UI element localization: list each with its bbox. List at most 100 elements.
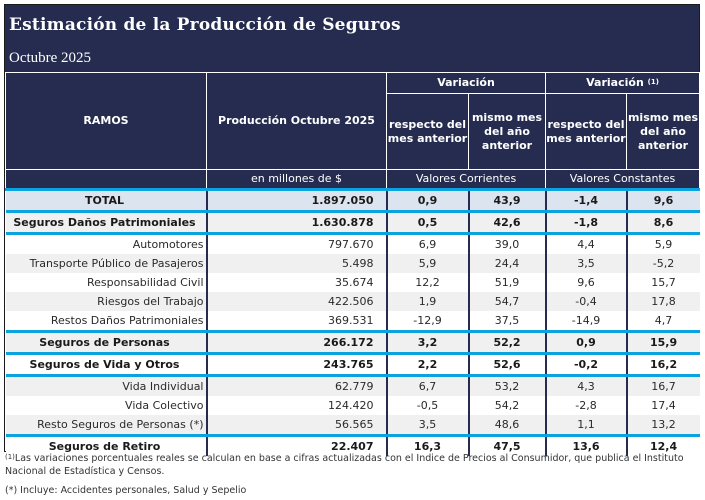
const-mes-value: -1,8 bbox=[544, 211, 628, 235]
corr-mes-value: 5,9 bbox=[385, 254, 470, 273]
produccion-value: 22.407 bbox=[205, 435, 388, 456]
produccion-value: 243.765 bbox=[205, 353, 388, 377]
const-anio-value: 13,2 bbox=[625, 415, 700, 437]
corr-anio-value: 42,6 bbox=[467, 211, 547, 235]
corr-anio-value: 47,5 bbox=[467, 435, 547, 456]
col-header-const-anio-anterior: mismo mes del año anterior bbox=[626, 93, 701, 170]
produccion-value: 369.531 bbox=[205, 311, 388, 332]
const-anio-value: 16,2 bbox=[625, 353, 700, 377]
col-header-produccion: Producción Octubre 2025 bbox=[206, 72, 387, 170]
table-row: Responsabilidad Civil 35.674 12,2 51,9 9… bbox=[5, 273, 700, 292]
page-title: Estimación de la Producción de Seguros bbox=[9, 15, 401, 35]
corr-mes-value: 0,9 bbox=[385, 188, 470, 213]
const-mes-value: 4,3 bbox=[544, 375, 628, 396]
corr-anio-value: 52,6 bbox=[467, 353, 547, 377]
corr-mes-value: 6,9 bbox=[385, 233, 470, 254]
const-mes-value: 3,5 bbox=[544, 254, 628, 273]
const-mes-value: 13,6 bbox=[544, 435, 628, 456]
corr-anio-value: 24,4 bbox=[467, 254, 547, 273]
produccion-value: 797.670 bbox=[205, 233, 388, 254]
corr-anio-value: 43,9 bbox=[467, 188, 547, 213]
corr-anio-value: 37,5 bbox=[467, 311, 547, 332]
produccion-value: 124.420 bbox=[205, 396, 388, 415]
produccion-value: 1.897.050 bbox=[205, 188, 388, 213]
corr-mes-value: 3,2 bbox=[385, 330, 470, 355]
const-mes-value: 0,9 bbox=[544, 330, 628, 355]
produccion-value: 56.565 bbox=[205, 415, 388, 437]
ramo-name: Seguros Daños Patrimoniales bbox=[5, 211, 208, 235]
const-anio-value: 4,7 bbox=[625, 311, 700, 332]
col-header-ramos: RAMOS bbox=[5, 72, 207, 170]
corr-mes-value: 0,5 bbox=[385, 211, 470, 235]
corr-anio-value: 54,2 bbox=[467, 396, 547, 415]
ramo-name: Seguros de Retiro bbox=[5, 435, 208, 456]
produccion-value: 1.630.878 bbox=[205, 211, 388, 235]
production-table: RAMOS Producción Octubre 2025 Variación … bbox=[5, 72, 701, 456]
page-subtitle: Octubre 2025 bbox=[9, 50, 92, 66]
footnote-1-text: Las variaciones porcentuales reales se c… bbox=[5, 453, 684, 477]
const-anio-value: 16,7 bbox=[625, 375, 700, 396]
corr-mes-value: 1,9 bbox=[385, 292, 470, 311]
ramo-name: Responsabilidad Civil bbox=[5, 273, 208, 292]
table-row-seguros-retiro: Seguros de Retiro 22.407 16,3 47,5 13,6 … bbox=[5, 435, 700, 456]
corr-mes-value: 2,2 bbox=[385, 353, 470, 377]
table-row: Vida Colectivo 124.420 -0,5 54,2 -2,8 17… bbox=[5, 396, 700, 415]
ramo-name: Seguros de Vida y Otros bbox=[5, 353, 208, 377]
ramo-name: Automotores bbox=[5, 233, 208, 254]
group-header-variacion-constantes: Variación (1) bbox=[545, 72, 701, 94]
ramo-name: Seguros de Personas bbox=[5, 330, 208, 355]
corr-anio-value: 53,2 bbox=[467, 375, 547, 396]
produccion-units: en millones de $ bbox=[206, 169, 387, 190]
const-mes-value: -0,4 bbox=[544, 292, 628, 311]
const-anio-value: 15,9 bbox=[625, 330, 700, 355]
footnote-2: (*) Incluye: Accidentes personales, Salu… bbox=[5, 485, 247, 496]
corr-mes-value: -12,9 bbox=[385, 311, 470, 332]
const-anio-value: 8,6 bbox=[625, 211, 700, 235]
const-mes-value: -14,9 bbox=[544, 311, 628, 332]
ramo-name: Restos Daños Patrimoniales bbox=[5, 311, 208, 332]
const-mes-value: -0,2 bbox=[544, 353, 628, 377]
corr-mes-value: -0,5 bbox=[385, 396, 470, 415]
const-anio-value: 15,7 bbox=[625, 273, 700, 292]
group-header-variacion-corrientes: Variación bbox=[385, 72, 547, 94]
ramo-name: TOTAL bbox=[5, 188, 208, 213]
const-mes-value: 4,4 bbox=[544, 233, 628, 254]
units-blank bbox=[5, 169, 207, 190]
ramo-name: Transporte Público de Pasajeros bbox=[5, 254, 208, 273]
table-row: Riesgos del Trabajo 422.506 1,9 54,7 -0,… bbox=[5, 292, 700, 311]
footnote-1: (1)Las variaciones porcentuales reales s… bbox=[5, 452, 705, 478]
const-anio-value: 9,6 bbox=[625, 188, 700, 213]
corr-anio-value: 48,6 bbox=[467, 415, 547, 437]
const-anio-value: 12,4 bbox=[625, 435, 700, 456]
corr-anio-value: 52,2 bbox=[467, 330, 547, 355]
corr-mes-value: 12,2 bbox=[385, 273, 470, 292]
ramo-name: Vida Individual bbox=[5, 375, 208, 396]
produccion-value: 62.779 bbox=[205, 375, 388, 396]
table-row-seguros-vida: Seguros de Vida y Otros 243.765 2,2 52,6… bbox=[5, 353, 700, 377]
table-row: Restos Daños Patrimoniales 369.531 -12,9… bbox=[5, 311, 700, 332]
title-band: Estimación de la Producción de Seguros O… bbox=[5, 5, 699, 72]
corr-mes-value: 6,7 bbox=[385, 375, 470, 396]
footnote-marker: (1) bbox=[647, 78, 659, 86]
const-anio-value: 17,4 bbox=[625, 396, 700, 415]
ramo-name: Resto Seguros de Personas (*) bbox=[5, 415, 208, 437]
const-anio-value: -5,2 bbox=[625, 254, 700, 273]
valores-constantes-label: Valores Constantes bbox=[545, 169, 701, 190]
table-row-danos-patrimoniales: Seguros Daños Patrimoniales 1.630.878 0,… bbox=[5, 211, 700, 235]
table-row: Vida Individual 62.779 6,7 53,2 4,3 16,7 bbox=[5, 375, 700, 396]
col-header-corr-mes-anterior: respecto del mes anterior bbox=[386, 93, 469, 170]
ramo-name: Riesgos del Trabajo bbox=[5, 292, 208, 311]
produccion-value: 35.674 bbox=[205, 273, 388, 292]
footnote-1-marker: (1) bbox=[5, 453, 15, 461]
table-row: Transporte Público de Pasajeros 5.498 5,… bbox=[5, 254, 700, 273]
corr-anio-value: 39,0 bbox=[467, 233, 547, 254]
col-header-const-mes-anterior: respecto del mes anterior bbox=[545, 93, 628, 170]
col-header-corr-anio-anterior: mismo mes del año anterior bbox=[467, 93, 547, 170]
const-anio-value: 17,8 bbox=[625, 292, 700, 311]
table-row-seguros-personas: Seguros de Personas 266.172 3,2 52,2 0,9… bbox=[5, 330, 700, 355]
corr-mes-value: 16,3 bbox=[385, 435, 470, 456]
produccion-value: 266.172 bbox=[205, 330, 388, 355]
corr-anio-value: 54,7 bbox=[467, 292, 547, 311]
footnotes: (1)Las variaciones porcentuales reales s… bbox=[5, 452, 705, 497]
corr-anio-value: 51,9 bbox=[467, 273, 547, 292]
